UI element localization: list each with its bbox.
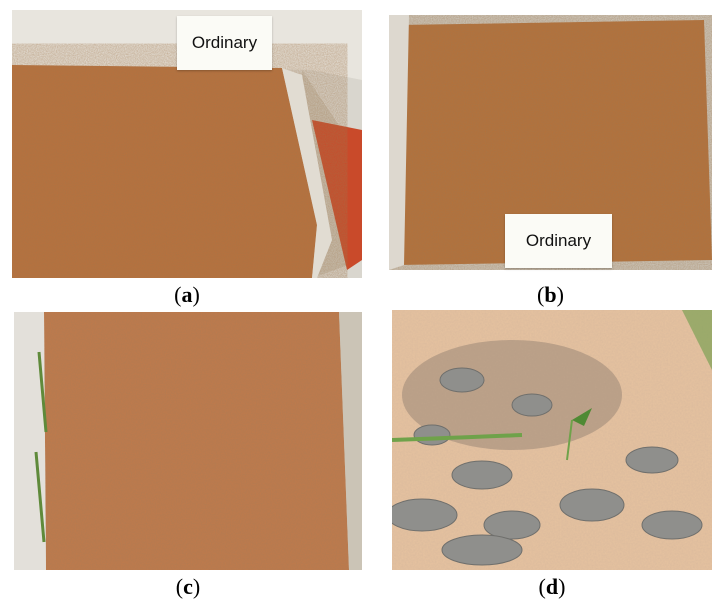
caption-c: (c) (175, 574, 201, 599)
photo-panel-c (14, 312, 362, 570)
photo-panel-d (392, 310, 712, 570)
ordinary-sign-a: Ordinary (177, 16, 272, 70)
ordinary-sign-b: Ordinary (505, 214, 612, 268)
caption-d: (d) (538, 574, 566, 599)
stony-soil-d-image (392, 310, 712, 570)
caption-b: (b) (537, 282, 564, 307)
soil-plot-c-image (14, 312, 362, 570)
caption-a: (a) (174, 282, 200, 307)
